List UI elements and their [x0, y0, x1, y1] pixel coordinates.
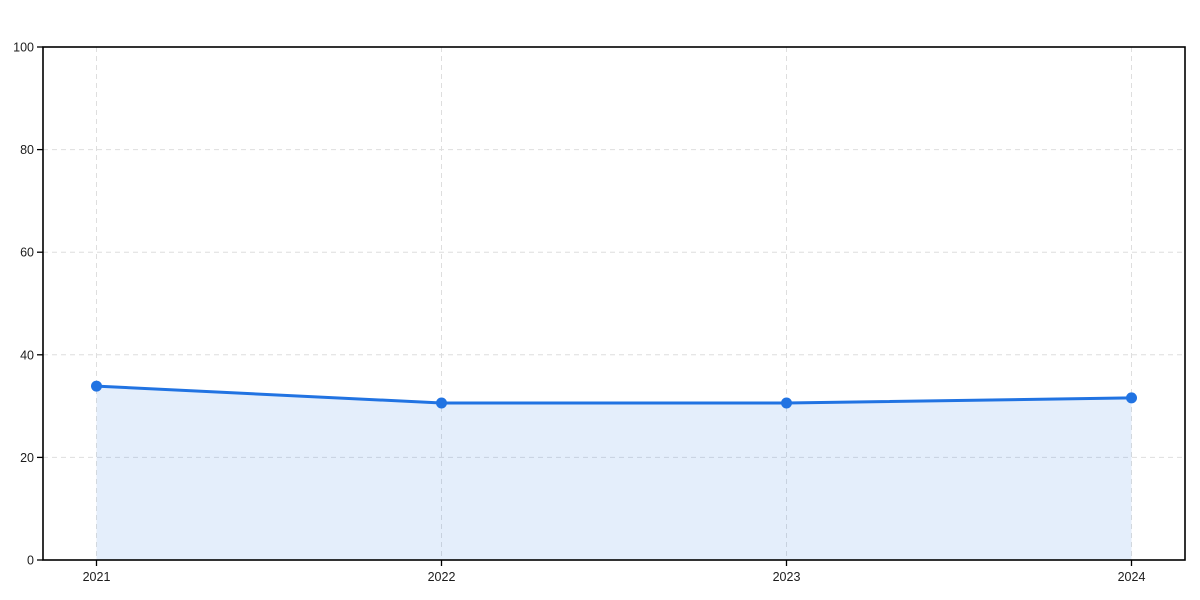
- plot-frame: [42, 46, 1186, 561]
- y-tick-label: 60: [20, 246, 34, 260]
- y-tick-label: 40: [20, 348, 34, 362]
- y-tick-label: 20: [20, 451, 34, 465]
- x-tick-label: 2022: [428, 570, 456, 584]
- y-tick-label: 0: [27, 554, 34, 568]
- area-fill: [96, 386, 1132, 560]
- data-point-marker: [91, 380, 102, 392]
- x-tick-label: 2021: [83, 570, 111, 584]
- y-tick-label: 100: [13, 41, 34, 55]
- x-tick-label: 2023: [773, 570, 801, 584]
- x-tick-label: 2024: [1118, 570, 1146, 584]
- y-tick-label: 80: [20, 143, 34, 157]
- data-point-marker: [781, 397, 792, 409]
- trend-line: [95, 384, 1133, 405]
- data-point-marker: [436, 397, 447, 409]
- data-point-marker: [1126, 392, 1137, 404]
